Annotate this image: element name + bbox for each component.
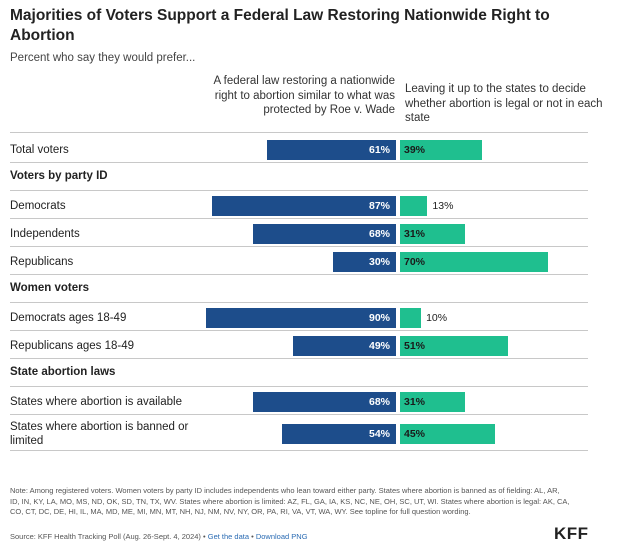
column-header-states: Leaving it up to the states to decide wh…	[405, 83, 603, 124]
value-label-federal-law: 68%	[368, 228, 390, 240]
bar-federal-law	[206, 308, 396, 328]
value-label-states: 31%	[404, 396, 426, 408]
value-label-federal-law: 54%	[368, 428, 390, 440]
row-label: Democrats ages 18-49	[10, 312, 127, 324]
row-separator	[10, 162, 588, 163]
row-separator	[10, 358, 588, 359]
bar-states	[400, 140, 483, 160]
row-label: Total voters	[10, 144, 69, 156]
group-heading: Voters by party ID	[10, 170, 108, 182]
bar-federal-law	[292, 336, 396, 356]
value-label-federal-law: 68%	[368, 396, 390, 408]
value-label-states: 31%	[404, 228, 426, 240]
source-text: Source: KFF Health Tracking Poll (Aug. 2…	[10, 532, 206, 541]
row-separator	[10, 386, 588, 387]
chart-source: Source: KFF Health Tracking Poll (Aug. 2…	[10, 532, 308, 541]
row-separator	[10, 132, 588, 133]
value-label-states: 51%	[404, 340, 426, 352]
bar-states	[400, 196, 428, 216]
row-label: States where abortion is available	[10, 396, 182, 408]
value-label-states: 13%	[432, 200, 454, 212]
value-label-federal-law: 49%	[368, 340, 390, 352]
row-separator	[10, 190, 588, 191]
chart-note: Note: Among registered voters. Women vot…	[10, 486, 570, 516]
bar-federal-law	[332, 252, 396, 272]
row-separator	[10, 330, 588, 331]
value-label-states: 10%	[426, 312, 448, 324]
bar-federal-law	[267, 140, 396, 160]
bar-states	[400, 308, 422, 328]
value-label-states: 45%	[404, 428, 426, 440]
bar-states	[400, 252, 548, 272]
group-heading: Women voters	[10, 282, 90, 294]
chart-subtitle: Percent who say they would prefer...	[10, 52, 196, 64]
row-label: Independents	[10, 228, 80, 240]
kff-logo: KFF	[554, 524, 589, 543]
row-separator	[10, 302, 588, 303]
bar-federal-law	[252, 224, 396, 244]
value-label-federal-law: 90%	[368, 312, 390, 324]
group-heading: State abortion laws	[10, 366, 116, 378]
value-label-federal-law: 87%	[368, 200, 390, 212]
bar-federal-law	[252, 392, 396, 412]
value-label-federal-law: 61%	[368, 144, 390, 156]
chart-title: Majorities of Voters Support a Federal L…	[10, 7, 550, 44]
download-png-link[interactable]: Download PNG	[255, 532, 308, 541]
value-label-states: 70%	[404, 256, 426, 268]
get-data-link[interactable]: Get the data	[207, 532, 250, 541]
row-label: Republicans	[10, 256, 74, 268]
row-label: States where abortion is banned or limit…	[10, 421, 189, 447]
row-separator	[10, 414, 588, 415]
bar-states	[400, 392, 466, 412]
value-label-states: 39%	[404, 144, 426, 156]
row-separator	[10, 218, 588, 219]
row-separator	[10, 246, 588, 247]
bar-states	[400, 336, 508, 356]
bar-federal-law	[212, 196, 396, 216]
source-separator: •	[251, 532, 254, 541]
bar-federal-law	[282, 424, 396, 444]
row-label: Democrats	[10, 200, 66, 212]
bar-states	[400, 424, 495, 444]
bar-states	[400, 224, 466, 244]
column-header-federal-law: A federal law restoring a nationwide rig…	[213, 75, 395, 116]
row-label: Republicans ages 18-49	[10, 340, 135, 352]
row-separator	[10, 274, 588, 275]
row-separator	[10, 450, 588, 451]
value-label-federal-law: 30%	[368, 256, 390, 268]
